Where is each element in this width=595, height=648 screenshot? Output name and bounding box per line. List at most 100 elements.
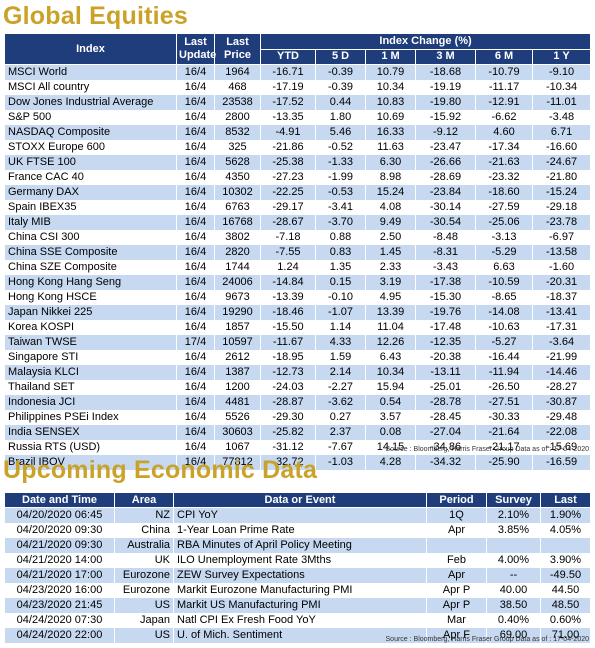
last-price: 77812 bbox=[214, 455, 261, 470]
change-1y: -18.37 bbox=[531, 290, 592, 305]
last-update: 16/4 bbox=[176, 305, 215, 320]
last-update: 16/4 bbox=[176, 260, 215, 275]
change-5d: -3.62 bbox=[315, 395, 366, 410]
change-3m: -23.47 bbox=[415, 140, 476, 155]
equity-row: China SSE Composite 16/4 2820 -7.55 0.83 1.45… bbox=[4, 245, 592, 260]
change-1m: 10.69 bbox=[365, 110, 416, 125]
period: Apr P bbox=[426, 598, 487, 613]
last: 1.90% bbox=[540, 507, 591, 523]
header-index: Index bbox=[4, 33, 177, 65]
change-3m: -27.04 bbox=[415, 425, 476, 440]
last-price: 30603 bbox=[214, 425, 261, 440]
header-period-3m: 3 M bbox=[415, 48, 476, 65]
change-3m: -19.80 bbox=[415, 95, 476, 110]
equity-row: Dow Jones Industrial Average 16/4 23538 -17… bbox=[4, 95, 592, 110]
change-6m: -10.63 bbox=[475, 320, 533, 335]
area: NZ bbox=[114, 507, 174, 523]
change-5d: -0.52 bbox=[315, 140, 366, 155]
last-price: 2820 bbox=[214, 245, 261, 260]
equity-row: Brazil IBOV 16/4 77812 -32.72 -1.03 4.28 -34.3… bbox=[4, 455, 592, 470]
last-update: 16/4 bbox=[176, 200, 215, 215]
last bbox=[540, 538, 591, 553]
date-time: 04/21/2020 17:00 bbox=[4, 568, 115, 583]
change-1m: 10.79 bbox=[365, 64, 416, 80]
change-ytd: -27.23 bbox=[260, 170, 316, 185]
header-last-price: Last Price bbox=[214, 33, 261, 65]
last-price: 9673 bbox=[214, 290, 261, 305]
last-price: 468 bbox=[214, 80, 261, 95]
change-1y: -15.69 bbox=[531, 440, 592, 455]
change-3m: -18.68 bbox=[415, 64, 476, 80]
change-ytd: -15.50 bbox=[260, 320, 316, 335]
change-5d: -0.10 bbox=[315, 290, 366, 305]
economic-row: 04/20/2020 06:45 NZ CPI YoY 1Q 2.10% 1.90% bbox=[4, 507, 591, 523]
change-1m: 4.95 bbox=[365, 290, 416, 305]
change-ytd: -18.95 bbox=[260, 350, 316, 365]
change-1y: -22.08 bbox=[531, 425, 592, 440]
last-update: 16/4 bbox=[176, 80, 215, 95]
equity-row: India SENSEX 16/4 30603 -25.82 2.37 0.08 -27.0… bbox=[4, 425, 592, 440]
change-5d: 2.14 bbox=[315, 365, 366, 380]
change-3m: -19.76 bbox=[415, 305, 476, 320]
change-6m: -23.32 bbox=[475, 170, 533, 185]
change-3m: -20.38 bbox=[415, 350, 476, 365]
last-update: 16/4 bbox=[176, 185, 215, 200]
economic-row: 04/24/2020 22:00 US U. of Mich. Sentiment A… bbox=[4, 628, 591, 643]
change-1m: 1.45 bbox=[365, 245, 416, 260]
last-price: 16768 bbox=[214, 215, 261, 230]
equity-row: Singapore STI 16/4 2612 -18.95 1.59 6.43 -20.3… bbox=[4, 350, 592, 365]
change-5d: -7.67 bbox=[315, 440, 366, 455]
event: Markit Eurozone Manufacturing PMI bbox=[173, 583, 427, 598]
change-1m: 4.08 bbox=[365, 200, 416, 215]
survey: -- bbox=[486, 568, 541, 583]
index-name: Italy MIB bbox=[4, 215, 177, 230]
last-price: 325 bbox=[214, 140, 261, 155]
equities-table-body: MSCI World 16/4 1964 -16.71 -0.39 10.79 -18.68… bbox=[4, 64, 592, 470]
change-1y: -16.59 bbox=[531, 455, 592, 470]
change-1m: 15.24 bbox=[365, 185, 416, 200]
change-6m: -27.59 bbox=[475, 200, 533, 215]
change-ytd: -7.55 bbox=[260, 245, 316, 260]
event: Natl CPI Ex Fresh Food YoY bbox=[173, 613, 427, 628]
change-5d: 1.35 bbox=[315, 260, 366, 275]
last-update: 16/4 bbox=[176, 64, 215, 80]
change-1m: 11.04 bbox=[365, 320, 416, 335]
change-1y: -1.60 bbox=[531, 260, 592, 275]
change-ytd: -32.72 bbox=[260, 455, 316, 470]
change-1y: -16.60 bbox=[531, 140, 592, 155]
last: 4.05% bbox=[540, 523, 591, 538]
change-ytd: -16.71 bbox=[260, 64, 316, 80]
change-3m: -26.66 bbox=[415, 155, 476, 170]
last-price: 5628 bbox=[214, 155, 261, 170]
last-update: 17/4 bbox=[176, 335, 215, 350]
change-6m: -25.90 bbox=[475, 455, 533, 470]
economic-row: 04/24/2020 07:30 Japan Natl CPI Ex Fresh F… bbox=[4, 613, 591, 628]
date-time: 04/21/2020 09:30 bbox=[4, 538, 115, 553]
index-name: Hong Kong Hang Seng bbox=[4, 275, 177, 290]
change-ytd: -12.73 bbox=[260, 365, 316, 380]
event: RBA Minutes of April Policy Meeting bbox=[173, 538, 427, 553]
date-time: 04/20/2020 09:30 bbox=[4, 523, 115, 538]
change-1y: -28.27 bbox=[531, 380, 592, 395]
last-update: 16/4 bbox=[176, 155, 215, 170]
change-1y: -24.67 bbox=[531, 155, 592, 170]
change-3m: -13.11 bbox=[415, 365, 476, 380]
equity-row: France CAC 40 16/4 4350 -27.23 -1.99 8.98 -28.… bbox=[4, 170, 592, 185]
change-ytd: -22.25 bbox=[260, 185, 316, 200]
change-1y: -20.31 bbox=[531, 275, 592, 290]
header-period-1y: 1 Y bbox=[531, 48, 592, 65]
last-price: 10302 bbox=[214, 185, 261, 200]
last-price: 19290 bbox=[214, 305, 261, 320]
change-3m: -15.30 bbox=[415, 290, 476, 305]
change-5d: -3.41 bbox=[315, 200, 366, 215]
last-price: 5526 bbox=[214, 410, 261, 425]
equity-row: STOXX Europe 600 16/4 325 -21.86 -0.52 11.63-… bbox=[4, 140, 592, 155]
change-5d: 0.27 bbox=[315, 410, 366, 425]
equity-row: UK FTSE 100 16/4 5628 -25.38 -1.33 6.30 -26.66… bbox=[4, 155, 592, 170]
change-1y: -6.97 bbox=[531, 230, 592, 245]
area: Eurozone bbox=[114, 583, 174, 598]
last-price: 1964 bbox=[214, 64, 261, 80]
index-name: Taiwan TWSE bbox=[4, 335, 177, 350]
economic-header-row: Date and Time Area Data or Event Period … bbox=[4, 492, 591, 508]
change-3m: -9.12 bbox=[415, 125, 476, 140]
